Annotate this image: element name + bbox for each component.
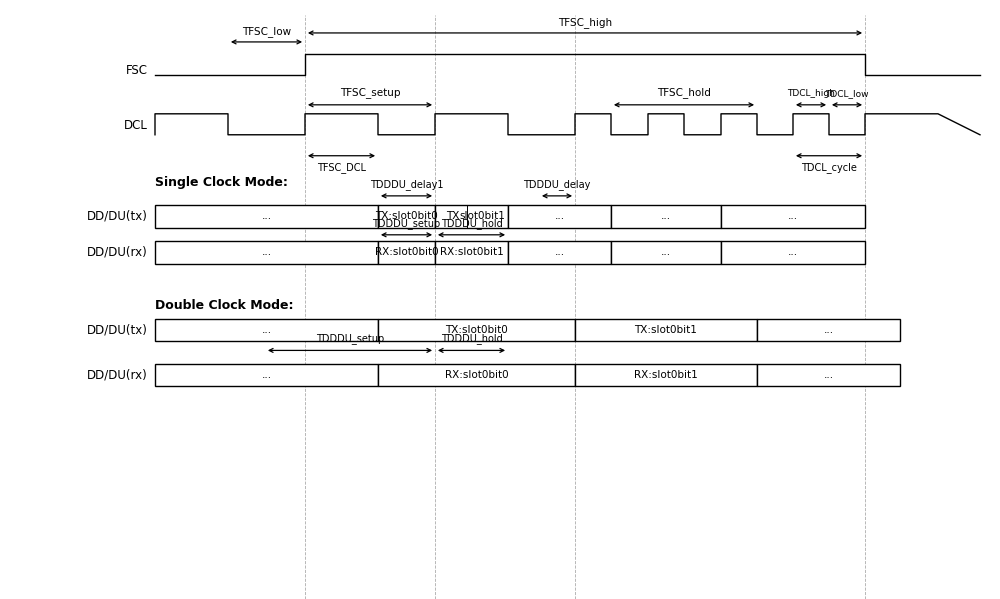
Text: ...: ... [823, 325, 834, 335]
Text: TFSC_setup: TFSC_setup [340, 87, 400, 98]
Text: TDDDU_hold: TDDDU_hold [441, 218, 502, 229]
Text: DD/DU(rx): DD/DU(rx) [87, 368, 148, 382]
Bar [611, 241, 721, 264]
Text: TDDDU_hold: TDDDU_hold [441, 334, 502, 344]
Text: RX:slot0bit0: RX:slot0bit0 [445, 370, 508, 380]
Text: TFSC_hold: TFSC_hold [657, 87, 711, 98]
Text: slot0bit1: slot0bit1 [460, 211, 505, 221]
Bar [155, 319, 378, 341]
Text: ...: ... [661, 247, 671, 257]
Bar [721, 241, 865, 264]
Text: ...: ... [261, 325, 272, 335]
Text: TFSC_high: TFSC_high [558, 17, 612, 28]
Text: ...: ... [788, 211, 798, 221]
Bar [378, 319, 575, 341]
Bar [575, 364, 757, 386]
Text: DD/DU(tx): DD/DU(tx) [87, 210, 148, 223]
Bar [508, 205, 611, 228]
Text: TDDDU_setup: TDDDU_setup [316, 334, 384, 344]
Text: ...: ... [788, 247, 798, 257]
Bar [575, 319, 757, 341]
Bar [435, 241, 508, 264]
Bar [757, 319, 900, 341]
Text: ...: ... [823, 370, 834, 380]
Text: ...: ... [661, 211, 671, 221]
Bar [508, 241, 611, 264]
Text: ...: ... [261, 247, 272, 257]
Text: RX:slot0bit0: RX:slot0bit0 [375, 247, 438, 257]
Text: TDCL_low: TDCL_low [825, 89, 869, 98]
Text: TDCL_high: TDCL_high [787, 89, 835, 98]
Bar [155, 205, 378, 228]
Bar [378, 364, 575, 386]
Text: TFSC_low: TFSC_low [242, 26, 291, 37]
Text: TDDDU_delay1: TDDDU_delay1 [370, 180, 443, 190]
Text: TDCL_cycle: TDCL_cycle [801, 162, 857, 173]
Text: TDDDU_delay: TDDDU_delay [523, 180, 591, 190]
Bar [155, 241, 378, 264]
Bar [378, 205, 435, 228]
Text: TDDDU_setup: TDDDU_setup [372, 218, 441, 229]
Text: Double Clock Mode:: Double Clock Mode: [155, 299, 294, 312]
Bar [435, 205, 508, 228]
Text: TX: TX [447, 211, 460, 221]
Text: RX:slot0bit1: RX:slot0bit1 [634, 370, 698, 380]
Text: DCL: DCL [124, 119, 148, 132]
Text: ...: ... [554, 247, 565, 257]
Bar [155, 364, 378, 386]
Text: TFSC_DCL: TFSC_DCL [317, 162, 366, 173]
Text: TX:slot0bit0: TX:slot0bit0 [445, 325, 508, 335]
Bar [611, 205, 721, 228]
Text: RX:slot0bit1: RX:slot0bit1 [440, 247, 503, 257]
Text: TX:slot0bit1: TX:slot0bit1 [635, 325, 697, 335]
Bar [721, 205, 865, 228]
Text: ...: ... [261, 211, 272, 221]
Text: TX:slot0bit0: TX:slot0bit0 [375, 211, 438, 221]
Text: Single Clock Mode:: Single Clock Mode: [155, 176, 288, 189]
Text: FSC: FSC [126, 63, 148, 77]
Bar [757, 364, 900, 386]
Text: ...: ... [261, 370, 272, 380]
Text: DD/DU(rx): DD/DU(rx) [87, 246, 148, 259]
Text: ...: ... [554, 211, 565, 221]
Text: DD/DU(tx): DD/DU(tx) [87, 323, 148, 337]
Bar [378, 241, 435, 264]
